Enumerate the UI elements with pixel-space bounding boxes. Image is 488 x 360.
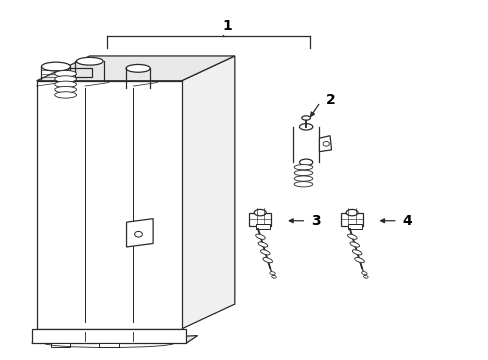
Ellipse shape — [361, 272, 366, 275]
Polygon shape — [347, 224, 361, 229]
Ellipse shape — [354, 257, 364, 263]
Polygon shape — [37, 56, 234, 81]
Ellipse shape — [352, 250, 361, 255]
Ellipse shape — [126, 64, 150, 72]
Ellipse shape — [294, 165, 312, 170]
Ellipse shape — [294, 181, 312, 187]
Polygon shape — [256, 224, 269, 229]
Ellipse shape — [299, 123, 312, 130]
Polygon shape — [249, 213, 270, 226]
Text: 2: 2 — [325, 93, 335, 107]
Ellipse shape — [347, 234, 356, 239]
Ellipse shape — [254, 210, 265, 216]
Ellipse shape — [363, 275, 367, 278]
Ellipse shape — [41, 62, 70, 71]
Ellipse shape — [349, 242, 359, 247]
Polygon shape — [126, 219, 153, 247]
Ellipse shape — [55, 71, 76, 77]
Ellipse shape — [258, 242, 267, 247]
Ellipse shape — [55, 92, 76, 98]
Ellipse shape — [263, 257, 272, 263]
Ellipse shape — [294, 170, 312, 176]
Ellipse shape — [55, 81, 76, 87]
Ellipse shape — [260, 250, 269, 255]
Polygon shape — [99, 343, 119, 347]
Ellipse shape — [299, 159, 312, 166]
Polygon shape — [319, 136, 331, 152]
Ellipse shape — [55, 76, 76, 82]
Polygon shape — [51, 343, 70, 347]
Ellipse shape — [294, 176, 312, 181]
Ellipse shape — [269, 272, 275, 275]
Polygon shape — [37, 81, 181, 329]
Polygon shape — [341, 213, 362, 226]
Ellipse shape — [301, 116, 310, 120]
Polygon shape — [32, 336, 197, 343]
Ellipse shape — [271, 275, 276, 278]
Ellipse shape — [76, 57, 103, 65]
Ellipse shape — [346, 210, 357, 216]
Polygon shape — [32, 329, 186, 343]
Ellipse shape — [255, 234, 264, 239]
Text: 1: 1 — [222, 19, 232, 33]
Ellipse shape — [55, 86, 76, 93]
Polygon shape — [181, 56, 234, 329]
Text: 4: 4 — [401, 214, 411, 228]
Text: 3: 3 — [310, 214, 320, 228]
